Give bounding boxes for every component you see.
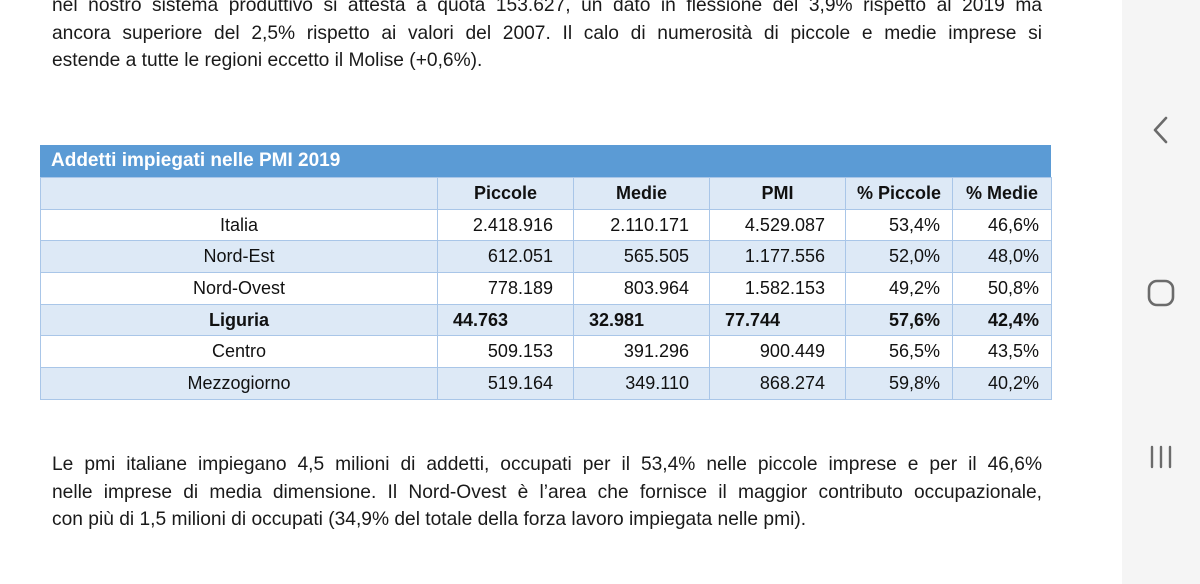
table-row: Centro 509.153 391.296 900.449 56,5% 43,… xyxy=(40,335,1052,369)
header-cell: % Piccole xyxy=(845,177,953,210)
table-row: Nord-Est 612.051 565.505 1.177.556 52,0%… xyxy=(40,240,1052,274)
percent-cell: 48,0% xyxy=(952,240,1052,274)
value-cell: 803.964 xyxy=(573,272,710,305)
value-cell: 1.582.153 xyxy=(709,272,846,305)
percent-cell: 43,5% xyxy=(952,335,1052,369)
data-table: Addetti impiegati nelle PMI 2019 Piccole… xyxy=(40,145,1052,400)
back-icon xyxy=(1153,116,1168,144)
value-cell: 900.449 xyxy=(709,335,846,369)
value-cell: 778.189 xyxy=(437,272,574,305)
table-row-highlight: Liguria 44.763 32.981 77.744 57,6% 42,4% xyxy=(40,303,1052,337)
value-cell: 44.763 xyxy=(437,303,574,337)
table-title: Addetti impiegati nelle PMI 2019 xyxy=(40,145,1051,177)
value-cell: 77.744 xyxy=(709,303,846,337)
region-cell: Nord-Est xyxy=(40,240,438,274)
home-button[interactable] xyxy=(1122,263,1200,323)
region-cell: Nord-Ovest xyxy=(40,272,438,305)
region-cell: Italia xyxy=(40,208,438,242)
text-line: nelle imprese di media dimensione. Il No… xyxy=(52,481,1042,503)
text-line: con più di 1,5 milioni di occupati (34,9… xyxy=(52,509,807,530)
table-header-row: Piccole Medie PMI % Piccole % Medie xyxy=(40,177,1052,210)
home-icon xyxy=(1147,279,1175,307)
table-row: Italia 2.418.916 2.110.171 4.529.087 53,… xyxy=(40,208,1052,242)
region-cell: Centro xyxy=(40,335,438,369)
percent-cell: 49,2% xyxy=(845,272,953,305)
header-cell: PMI xyxy=(709,177,846,210)
percent-cell: 40,2% xyxy=(952,367,1052,400)
value-cell: 2.110.171 xyxy=(573,208,710,242)
recent-apps-icon xyxy=(1150,445,1172,469)
percent-cell: 53,4% xyxy=(845,208,953,242)
header-cell: % Medie xyxy=(952,177,1052,210)
percent-cell: 56,5% xyxy=(845,335,953,369)
system-navigation-bar xyxy=(1122,0,1200,584)
table-row: Mezzogiorno 519.164 349.110 868.274 59,8… xyxy=(40,367,1052,400)
paragraph-top: nel nostro sistema produttivo si attesta… xyxy=(52,0,1042,75)
region-cell: Liguria xyxy=(40,303,438,337)
percent-cell: 46,6% xyxy=(952,208,1052,242)
paragraph-bottom: Le pmi italiane impiegano 4,5 milioni di… xyxy=(52,451,1042,534)
back-button[interactable] xyxy=(1122,100,1200,160)
percent-cell: 42,4% xyxy=(952,303,1052,337)
value-cell: 349.110 xyxy=(573,367,710,400)
value-cell: 509.153 xyxy=(437,335,574,369)
text-line: Le pmi italiane impiegano 4,5 milioni di… xyxy=(52,454,1042,475)
percent-cell: 50,8% xyxy=(952,272,1052,305)
header-cell xyxy=(40,177,438,210)
document-page: nel nostro sistema produttivo si attesta… xyxy=(40,0,1052,534)
value-cell: 32.981 xyxy=(573,303,710,337)
header-cell: Medie xyxy=(573,177,710,210)
region-cell: Mezzogiorno xyxy=(40,367,438,400)
percent-cell: 52,0% xyxy=(845,240,953,274)
percent-cell: 59,8% xyxy=(845,367,953,400)
text-line: estende a tutte le regioni eccetto il Mo… xyxy=(52,50,483,71)
value-cell: 519.164 xyxy=(437,367,574,400)
text-line: nel nostro sistema produttivo si attesta… xyxy=(52,0,1042,16)
value-cell: 4.529.087 xyxy=(709,208,846,242)
value-cell: 565.505 xyxy=(573,240,710,274)
value-cell: 612.051 xyxy=(437,240,574,274)
percent-cell: 57,6% xyxy=(845,303,953,337)
text-line: ancora superiore del 2,5% rispetto ai va… xyxy=(52,22,1042,44)
value-cell: 1.177.556 xyxy=(709,240,846,274)
table-row: Nord-Ovest 778.189 803.964 1.582.153 49,… xyxy=(40,272,1052,305)
header-cell: Piccole xyxy=(437,177,574,210)
value-cell: 2.418.916 xyxy=(437,208,574,242)
value-cell: 391.296 xyxy=(573,335,710,369)
value-cell: 868.274 xyxy=(709,367,846,400)
recent-apps-button[interactable] xyxy=(1122,427,1200,487)
